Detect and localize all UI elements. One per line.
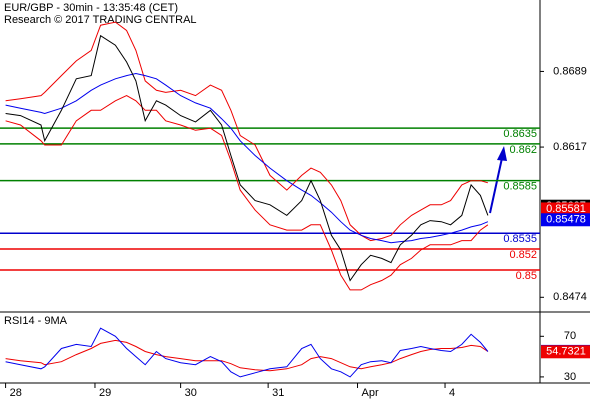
x-tick-label: 29 [99, 387, 111, 399]
rsi-title: RSI14 - 9MA [4, 315, 68, 327]
price-tag-label: 0.85478 [546, 214, 586, 226]
level-label: 0.852 [509, 249, 537, 261]
price-tag [541, 345, 590, 359]
y-tick-label: 70 [564, 330, 576, 342]
y-tick-label: 30 [564, 371, 576, 383]
x-tick-label: 31 [272, 387, 284, 399]
series-line [5, 72, 489, 244]
level-label: 0.8585 [503, 181, 537, 193]
y-tick-label: 0.8689 [553, 65, 587, 77]
series-line [5, 327, 489, 378]
chart-title: EUR/GBP - 30min - 13:35:48 (CET) [4, 2, 178, 14]
level-label: 0.85 [516, 270, 537, 282]
chart-subtitle: Research © 2017 TRADING CENTRAL [4, 14, 197, 26]
series-line [5, 21, 489, 242]
x-tick-label: Apr [362, 387, 379, 399]
price-tag-label: 54.7321 [546, 346, 586, 358]
level-label: 0.8535 [503, 233, 537, 245]
y-tick-label: 0.8474 [553, 291, 587, 303]
y-tick-label: 0.8617 [553, 141, 587, 153]
price-tag [541, 213, 590, 227]
series-line [5, 95, 489, 291]
series-line [5, 34, 489, 282]
x-tick-label: 4 [449, 387, 455, 399]
x-tick-label: 28 [10, 387, 22, 399]
level-label: 0.862 [509, 144, 537, 156]
level-label: 0.8635 [503, 128, 537, 140]
x-tick-label: 30 [185, 387, 197, 399]
price-tag-label: 0.85581 [546, 203, 586, 215]
series-line [5, 339, 489, 372]
price-tag [541, 202, 590, 216]
forecast-arrow [489, 146, 507, 214]
